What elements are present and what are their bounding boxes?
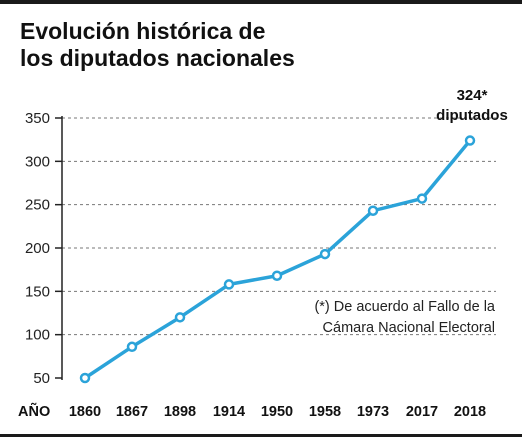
data-point-1867: [126, 341, 138, 353]
x-tick-label-1973: 1973: [357, 404, 389, 420]
title-line-2: los diputados nacionales: [20, 45, 295, 71]
annotation-text: diputados: [436, 107, 508, 124]
footnote-line-1: (*) De acuerdo al Fallo de la: [314, 299, 495, 315]
data-point-1958: [319, 248, 331, 260]
top-rule: [0, 0, 522, 4]
series-layer: [79, 135, 476, 384]
y-tick-label-100: 100: [25, 327, 50, 344]
y-tick-label-150: 150: [25, 283, 50, 300]
y-tick-label-300: 300: [25, 153, 50, 170]
data-point-1860: [79, 372, 91, 384]
x-tick-label-1914: 1914: [213, 404, 245, 420]
x-tick-label-1950: 1950: [261, 404, 293, 420]
x-tick-label-1898: 1898: [164, 404, 196, 420]
y-axis-ticks: 50 100 150 200 250 300 350: [25, 110, 62, 387]
y-tick-label-350: 350: [25, 110, 50, 127]
data-point-1950: [271, 270, 283, 281]
data-point-2018: [464, 135, 476, 146]
x-tick-label-1867: 1867: [116, 404, 148, 420]
grid-lines: [62, 117, 496, 336]
y-tick-label-50: 50: [33, 370, 50, 387]
y-tick-label-250: 250: [25, 197, 50, 214]
data-point-1898: [174, 312, 186, 323]
x-tick-label-1860: 1860: [69, 404, 101, 420]
bottom-rule: [0, 434, 522, 437]
annotation-value: 324*: [457, 87, 488, 104]
chart-title: Evolución histórica de los diputados nac…: [20, 18, 420, 72]
footnote-line-2: Cámara Nacional Electoral: [323, 320, 495, 336]
data-point-1914: [223, 279, 235, 290]
x-axis-ticks: 1860 1867 1898 1914 1950 1958 1973 2017 2018: [69, 404, 486, 420]
data-point-2017: [416, 193, 428, 204]
x-axis-label: AÑO: [18, 402, 50, 420]
x-tick-label-1958: 1958: [309, 404, 341, 420]
title-line-1: Evolución histórica de: [20, 18, 266, 44]
data-point-1973: [367, 205, 379, 216]
series-line: [84, 139, 472, 380]
y-tick-label-200: 200: [25, 240, 50, 257]
x-tick-label-2017: 2017: [406, 404, 438, 420]
x-tick-label-2018: 2018: [454, 404, 486, 420]
